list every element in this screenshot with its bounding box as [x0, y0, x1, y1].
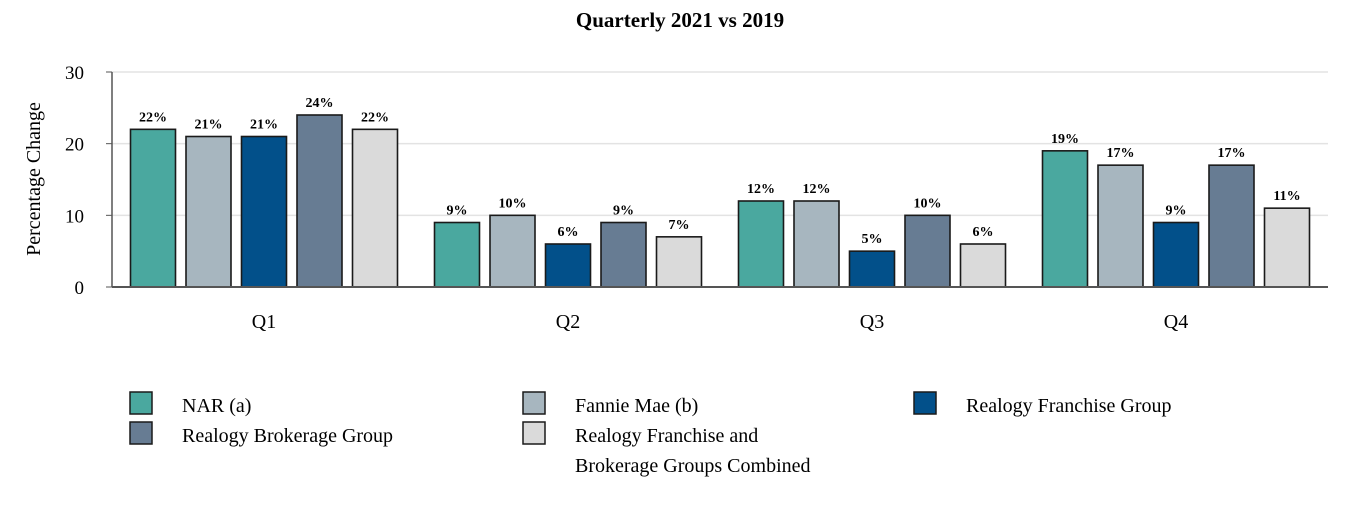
legend-item: NAR (a): [129, 391, 251, 417]
legend-label: Realogy Franchise Group: [966, 395, 1172, 417]
y-tick-label: 10: [65, 206, 84, 227]
legend-label: NAR (a): [182, 395, 251, 417]
data-label: 12%: [747, 182, 775, 197]
bar: [351, 128, 399, 288]
data-label: 12%: [803, 182, 831, 197]
y-tick-label: 20: [65, 135, 84, 156]
legend-label: Realogy Brokerage Group: [182, 425, 393, 447]
legend-swatch: [129, 421, 153, 445]
data-label: 6%: [558, 225, 579, 240]
data-label: 9%: [613, 204, 634, 219]
legend-label-line: Fannie Mae (b): [575, 395, 698, 417]
bar: [1041, 150, 1089, 288]
bar: [1263, 207, 1311, 288]
bar: [433, 221, 481, 288]
x-tick-label: Q3: [860, 311, 884, 333]
legend-item: Realogy Franchise Group: [913, 391, 1172, 417]
bar: [185, 135, 232, 288]
y-tick-label: 30: [65, 63, 84, 84]
bar: [129, 128, 177, 288]
y-axis-label: Percentage Change: [23, 102, 45, 256]
data-label: 5%: [862, 232, 883, 247]
data-label: 11%: [1273, 189, 1300, 204]
bar: [296, 114, 343, 288]
legend-swatch: [522, 421, 546, 445]
legend-label-line: Realogy Franchise and: [575, 425, 758, 447]
legend-item: Realogy Franchise and Brokerage Groups Co…: [522, 421, 811, 477]
legend-swatch: [129, 391, 153, 415]
bar: [793, 200, 840, 288]
gridlines: [112, 71, 1328, 217]
legend-item: Fannie Mae (b): [522, 391, 698, 417]
data-label: 22%: [361, 110, 389, 125]
data-label: 10%: [499, 196, 527, 211]
y-tick-label: 0: [75, 278, 85, 299]
bar: [544, 243, 592, 288]
bar: [240, 135, 288, 288]
data-label: 6%: [973, 225, 994, 240]
data-label: 19%: [1051, 132, 1079, 147]
legend-item: Realogy Brokerage Group: [129, 421, 393, 447]
legend: NAR (a) Fannie Mae (b) Realogy Franchise G…: [129, 391, 1172, 477]
data-label: 17%: [1218, 146, 1246, 161]
data-label: 17%: [1107, 146, 1135, 161]
bar: [489, 214, 536, 288]
bar: [959, 243, 1007, 288]
bar: [737, 200, 785, 288]
bar: [1208, 164, 1255, 288]
data-label: 9%: [447, 204, 468, 219]
bar: [904, 214, 951, 288]
x-tick-label: Q1: [252, 311, 276, 333]
data-label: 24%: [306, 96, 334, 111]
legend-label-line: NAR (a): [182, 395, 251, 417]
bar: [1097, 164, 1144, 288]
data-label: 9%: [1166, 204, 1187, 219]
x-tick-label: Q2: [556, 311, 580, 333]
data-label: 7%: [669, 218, 690, 233]
legend-label-line: Realogy Franchise Group: [966, 395, 1172, 417]
legend-label-line: Brokerage Groups Combined: [575, 455, 811, 477]
data-label: 21%: [250, 118, 278, 133]
data-label: 21%: [195, 118, 223, 133]
data-label: 22%: [139, 110, 167, 125]
legend-swatch: [913, 391, 937, 415]
bars: 22% 21% 21% 24% 22% 9% 10% 6% 9% 7% 12% 12% 5% 10% 6% 1…: [129, 96, 1311, 288]
chart-title: Quarterly 2021 vs 2019: [576, 8, 784, 32]
bar: [600, 221, 647, 288]
bar: [848, 250, 896, 288]
x-tick-label: Q4: [1164, 311, 1188, 333]
legend-label: Fannie Mae (b): [575, 395, 698, 417]
legend-label: Realogy Franchise and Brokerage Groups Co…: [575, 425, 811, 477]
legend-swatch: [522, 391, 546, 415]
legend-label-line: Realogy Brokerage Group: [182, 425, 393, 447]
bar: [1152, 221, 1200, 288]
axes: 0 10 20 30 Q1 Q2 Q3 Q4: [65, 63, 1328, 333]
bar: [655, 236, 703, 288]
data-label: 10%: [914, 196, 942, 211]
